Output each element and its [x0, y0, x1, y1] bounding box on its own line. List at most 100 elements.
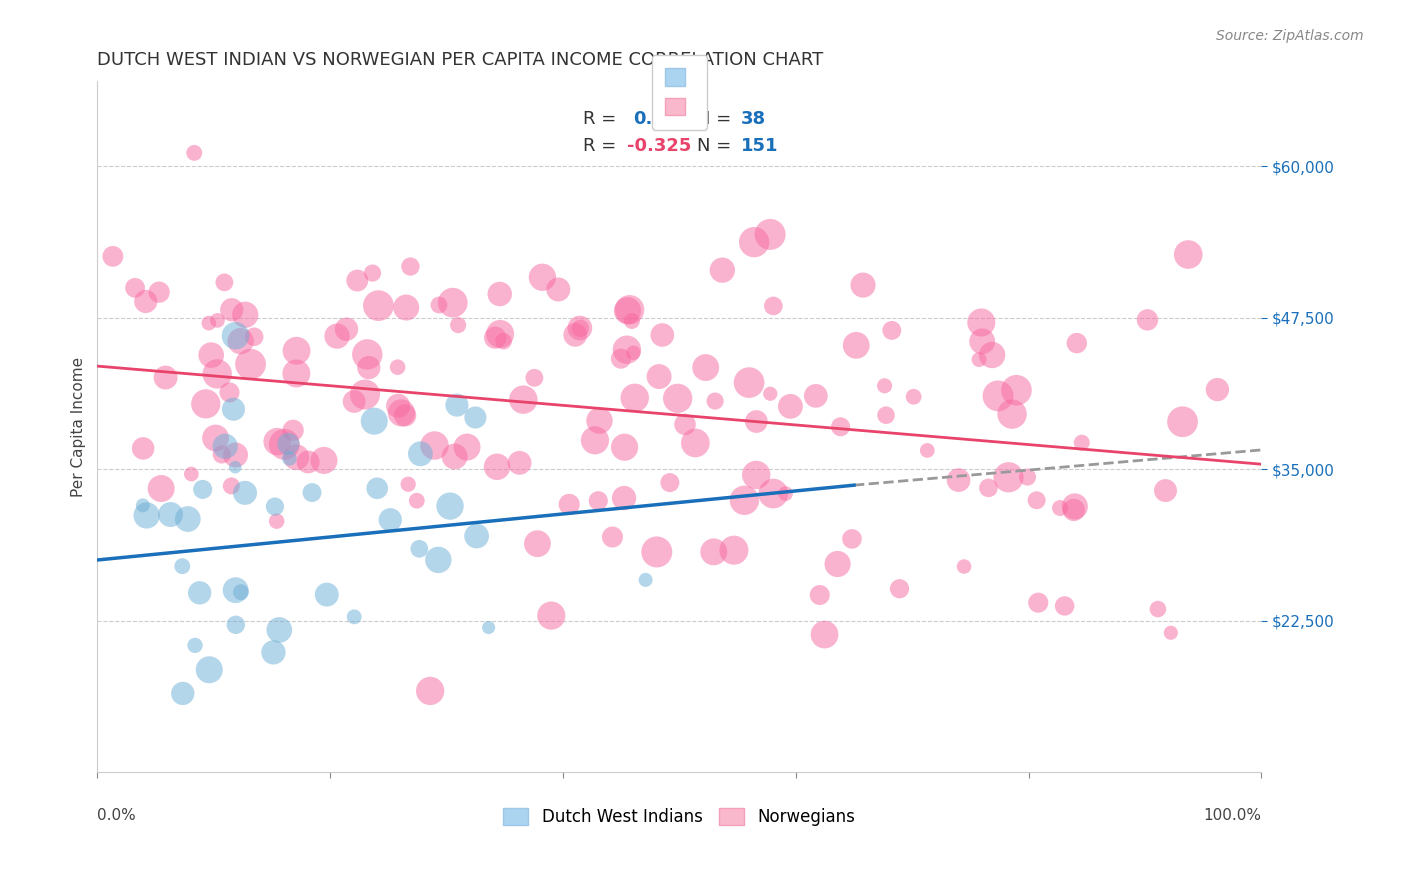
Point	[558, 497, 581, 511]
Point	[408, 541, 430, 556]
Point	[602, 530, 624, 544]
Point	[427, 298, 450, 312]
Point	[762, 299, 785, 313]
Point	[394, 409, 416, 423]
Point	[218, 385, 240, 400]
Point	[225, 583, 247, 598]
Point	[135, 294, 157, 309]
Point	[207, 367, 229, 381]
Point	[704, 394, 727, 409]
Point	[361, 266, 384, 280]
Point	[387, 360, 409, 375]
Point	[972, 334, 994, 349]
Point	[1026, 596, 1049, 610]
Text: DUTCH WEST INDIAN VS NORWEGIAN PER CAPITA INCOME CORRELATION CHART: DUTCH WEST INDIAN VS NORWEGIAN PER CAPIT…	[97, 51, 824, 69]
Point	[409, 447, 432, 461]
Point	[1063, 503, 1085, 517]
Point	[1005, 383, 1028, 397]
Point	[488, 287, 510, 301]
Point	[211, 447, 233, 461]
Point	[439, 499, 461, 513]
Point	[148, 285, 170, 300]
Point	[214, 276, 236, 290]
Text: R =: R =	[583, 110, 616, 128]
Point	[224, 460, 246, 475]
Point	[1147, 602, 1170, 616]
Text: 38: 38	[741, 110, 766, 128]
Point	[509, 456, 531, 470]
Point	[711, 263, 734, 277]
Point	[101, 249, 124, 263]
Point	[172, 559, 194, 574]
Point	[124, 281, 146, 295]
Point	[1025, 493, 1047, 508]
Point	[808, 588, 831, 602]
Point	[464, 410, 486, 425]
Point	[281, 423, 304, 437]
Point	[225, 448, 247, 462]
Point	[343, 394, 366, 409]
Point	[492, 334, 515, 349]
Point	[948, 473, 970, 487]
Point	[396, 477, 419, 491]
Point	[619, 302, 641, 317]
Point	[419, 684, 441, 698]
Point	[200, 348, 222, 362]
Point	[759, 227, 782, 242]
Point	[229, 334, 252, 348]
Point	[1053, 599, 1076, 613]
Point	[380, 513, 402, 527]
Point	[285, 343, 308, 358]
Point	[569, 321, 592, 335]
Point	[804, 389, 827, 403]
Point	[366, 481, 388, 495]
Point	[733, 493, 755, 508]
Point	[1017, 470, 1039, 484]
Point	[967, 352, 990, 367]
Point	[673, 417, 696, 432]
Point	[1206, 383, 1229, 397]
Point	[262, 645, 284, 659]
Point	[229, 585, 252, 599]
Point	[651, 328, 673, 343]
Point	[703, 545, 725, 559]
Point	[564, 327, 586, 342]
Point	[155, 370, 177, 384]
Point	[830, 419, 852, 434]
Point	[198, 663, 221, 677]
Point	[395, 301, 418, 315]
Point	[658, 475, 681, 490]
Point	[841, 532, 863, 546]
Point	[484, 331, 506, 345]
Point	[285, 450, 308, 465]
Point	[221, 479, 243, 493]
Point	[762, 486, 785, 500]
Point	[266, 434, 288, 449]
Point	[278, 451, 301, 466]
Point	[489, 326, 512, 341]
Point	[977, 481, 1000, 495]
Point	[354, 387, 377, 401]
Point	[391, 406, 413, 420]
Point	[903, 390, 925, 404]
Point	[616, 343, 638, 357]
Point	[1177, 247, 1199, 261]
Point	[194, 397, 217, 411]
Point	[666, 392, 689, 406]
Text: N =: N =	[697, 137, 731, 155]
Point	[326, 329, 349, 343]
Point	[346, 274, 368, 288]
Point	[132, 442, 155, 456]
Point	[645, 545, 668, 559]
Point	[917, 443, 939, 458]
Point	[183, 145, 205, 160]
Point	[405, 493, 427, 508]
Point	[172, 686, 194, 700]
Point	[315, 588, 337, 602]
Point	[357, 360, 380, 375]
Point	[547, 282, 569, 296]
Point	[588, 493, 610, 508]
Point	[621, 345, 644, 359]
Point	[588, 414, 610, 428]
Point	[610, 351, 633, 366]
